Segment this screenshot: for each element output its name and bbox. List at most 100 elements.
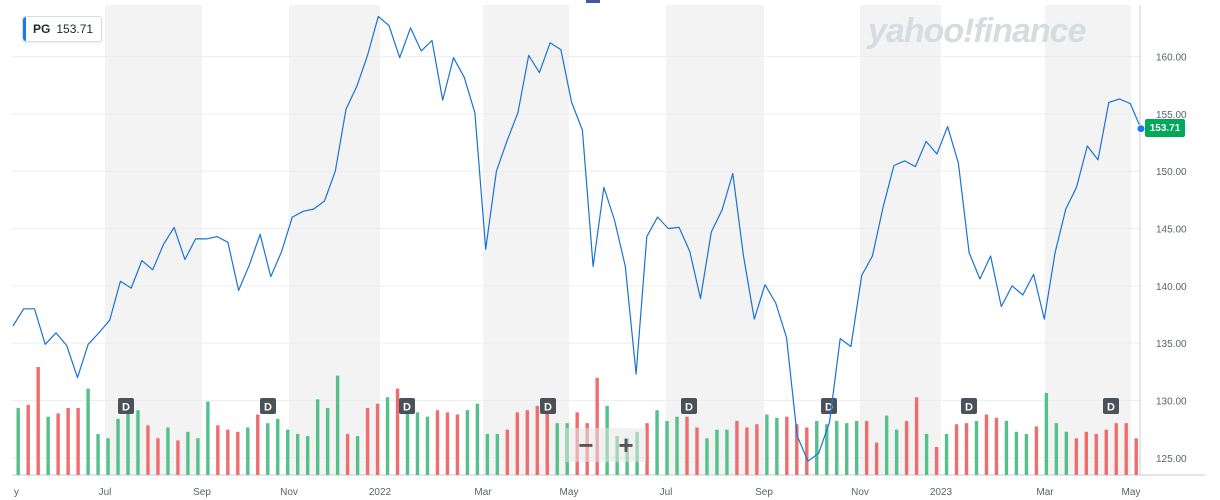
ticker-color-swatch: [23, 17, 26, 41]
volume-bar: [1124, 423, 1128, 475]
x-tick-label: Nov: [280, 487, 298, 498]
volume-bar: [66, 408, 70, 475]
month-band: [860, 5, 941, 475]
volume-bar: [555, 423, 559, 475]
volume-bar: [884, 415, 889, 475]
last-price-point: [1136, 124, 1146, 134]
month-band: [289, 5, 380, 475]
volume-bar: [1134, 438, 1138, 475]
volume-bar: [505, 429, 510, 475]
volume-bar: [924, 433, 929, 475]
volume-bar: [1044, 392, 1049, 475]
volume-bar: [665, 421, 669, 475]
volume-bar: [186, 431, 190, 475]
x-tick-label: May: [560, 487, 579, 498]
x-tick-label: Sep: [755, 487, 773, 498]
volume-bar: [515, 412, 520, 475]
volume-bar: [695, 427, 699, 475]
volume-bar: [904, 421, 909, 475]
volume-bar: [775, 417, 779, 475]
volume-bar: [964, 423, 969, 475]
ticker-symbol: PG: [33, 22, 51, 36]
volume-bar: [126, 403, 130, 475]
ticker-label[interactable]: PG 153.71: [22, 16, 103, 42]
volume-bar: [146, 425, 150, 475]
dividend-marker: [961, 398, 977, 414]
volume-bar: [1094, 433, 1098, 475]
volume-bar: [485, 433, 490, 475]
y-tick-label: 125.00: [1156, 454, 1187, 465]
volume-bar: [944, 433, 949, 475]
volume-bar: [425, 416, 430, 475]
volume-bar: [335, 375, 340, 475]
volume-bar: [176, 440, 180, 475]
volume-bar: [1004, 421, 1009, 475]
dividend-marker-label: D: [264, 402, 272, 414]
volume-bar: [296, 433, 300, 475]
y-tick-label: 135.00: [1156, 339, 1187, 350]
volume-bar: [795, 424, 799, 475]
volume-bar: [1074, 438, 1079, 475]
x-tick-label: 2023: [930, 487, 953, 498]
volume-bar: [815, 421, 819, 475]
month-band: [483, 5, 569, 475]
volume-bar: [1084, 431, 1088, 475]
volume-bar: [835, 421, 839, 475]
dividend-marker-label: D: [544, 402, 552, 414]
volume-bar: [375, 403, 380, 475]
price-line: [12, 15, 1142, 462]
volume-bar: [845, 423, 849, 475]
volume-bar: [465, 410, 470, 475]
volume-bar: [415, 412, 420, 475]
volume-bar: [236, 431, 240, 475]
volume-bar: [1034, 426, 1039, 475]
zoom-in-button[interactable]: +: [606, 428, 646, 462]
volume-bar: [56, 413, 60, 475]
volume-bar: [864, 421, 869, 475]
volume-bar: [495, 433, 500, 475]
volume-bar: [525, 410, 529, 475]
volume-bar: [286, 429, 290, 475]
volume-bar: [545, 413, 549, 475]
x-tick-label: y: [14, 487, 19, 498]
volume-bar: [96, 433, 100, 475]
volume-bar: [874, 442, 879, 475]
volume-bar: [445, 412, 450, 475]
volume-bar: [46, 416, 50, 475]
volume-bar: [1064, 431, 1069, 475]
volume-bar: [405, 405, 410, 475]
volume-bar: [156, 438, 160, 475]
volume-bar: [26, 404, 30, 475]
volume-bar: [395, 388, 400, 475]
volume-bar: [315, 399, 320, 475]
dividend-marker: [118, 398, 134, 414]
volume-bar: [76, 408, 80, 475]
dividend-marker: [1103, 398, 1119, 414]
volume-bar: [226, 429, 230, 475]
dividend-marker-label: D: [403, 402, 411, 414]
volume-bar: [755, 424, 759, 475]
volume-bar: [1104, 429, 1108, 475]
zoom-out-button[interactable]: −: [566, 428, 606, 462]
volume-bar: [954, 424, 959, 475]
volume-bar: [725, 429, 729, 475]
volume-bar: [735, 421, 739, 475]
volume-bar: [715, 429, 719, 475]
volume-bar: [256, 414, 260, 475]
volume-bar: [266, 423, 270, 475]
volume-bar: [1114, 423, 1118, 475]
volume-bar: [136, 410, 140, 475]
volume-bar: [16, 408, 20, 475]
volume-bar: [825, 424, 829, 475]
yahoo-finance-logo: yahoo!finance: [868, 12, 1086, 50]
volume-bar: [455, 414, 460, 475]
volume-bar: [1014, 431, 1019, 475]
dividend-marker: [540, 398, 556, 414]
volume-bar: [345, 433, 350, 475]
volume-bar: [86, 388, 90, 475]
ticker-price: 153.71: [56, 22, 94, 36]
volume-bar: [385, 397, 390, 475]
volume-bar: [206, 401, 210, 475]
